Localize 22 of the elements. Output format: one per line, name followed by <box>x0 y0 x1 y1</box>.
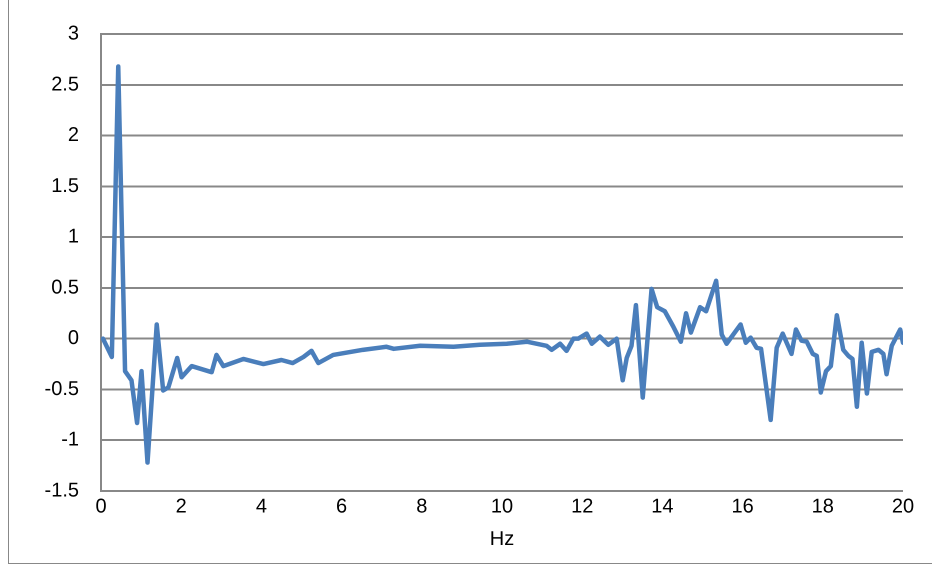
x-tick-label: 0 <box>95 496 107 518</box>
x-tick-label: 12 <box>571 496 594 518</box>
x-tick-label: 6 <box>336 496 348 518</box>
x-tick-label: 2 <box>176 496 187 518</box>
y-tick-label: 0.5 <box>51 276 79 298</box>
y-tick-label: 0 <box>68 327 79 350</box>
y-tick-label: 3 <box>68 22 79 45</box>
y-tick-label: -1 <box>61 428 79 451</box>
y-tick-label: 1.5 <box>51 174 79 197</box>
x-tick-label: 20 <box>892 496 914 518</box>
y-tick-label: 2.5 <box>51 73 79 96</box>
y-tick-label: -1.5 <box>44 480 79 502</box>
x-tick-label: 14 <box>651 496 674 518</box>
x-tick-label: 18 <box>812 496 834 518</box>
x-tick-label: 10 <box>490 496 514 518</box>
x-tick-label: 8 <box>416 496 428 518</box>
y-tick-label: 2 <box>68 124 79 146</box>
x-tick-label: 4 <box>256 496 267 518</box>
y-tick-label: -0.5 <box>44 378 79 400</box>
x-tick-label: 16 <box>731 496 754 518</box>
x-axis-title: Hz <box>488 528 516 551</box>
y-tick-label: 1 <box>68 226 79 248</box>
